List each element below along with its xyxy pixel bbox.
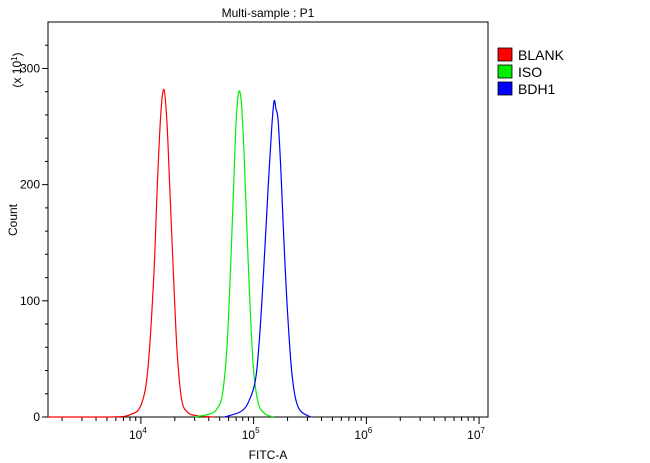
x-tick-label-1: 105 (242, 426, 260, 442)
x-tick-label-3: 107 (467, 426, 485, 442)
series-line-iso (194, 90, 274, 418)
y-tick-label-200: 200 (20, 178, 40, 192)
y-tick-label-300: 300 (20, 61, 40, 75)
x-tick-label-2: 106 (354, 426, 372, 442)
legend-label-bdh1: BDH1 (518, 81, 556, 97)
legend-swatch-iso (497, 64, 513, 79)
plot-frame (47, 21, 489, 418)
legend-label-blank: BLANK (518, 47, 565, 63)
series-group (47, 88, 311, 418)
series-line-bdh1 (224, 99, 311, 418)
y-tick-label-100: 100 (20, 294, 40, 308)
legend-swatch-blank (497, 47, 513, 62)
legend-swatch-bdh1 (497, 81, 513, 96)
y-axis-label: Count (6, 203, 20, 236)
y-axis: 0 100 200 300 (20, 44, 48, 424)
y-tick-label-0: 0 (33, 410, 40, 424)
legend-label-iso: ISO (518, 64, 542, 80)
y-multiplier-exp: 1 (10, 56, 19, 61)
y-multiplier-label: (x 101) (10, 52, 25, 87)
series-line-blank (47, 88, 215, 418)
x-axis-label: FITC-A (249, 448, 288, 462)
chart-title: Multi-sample : P1 (222, 6, 315, 20)
x-axis: 104 105 106 107 (61, 417, 486, 442)
x-tick-label-0: 104 (129, 426, 147, 442)
y-multiplier-text: (x 10 (10, 61, 24, 88)
y-multiplier-close: ) (10, 52, 24, 56)
